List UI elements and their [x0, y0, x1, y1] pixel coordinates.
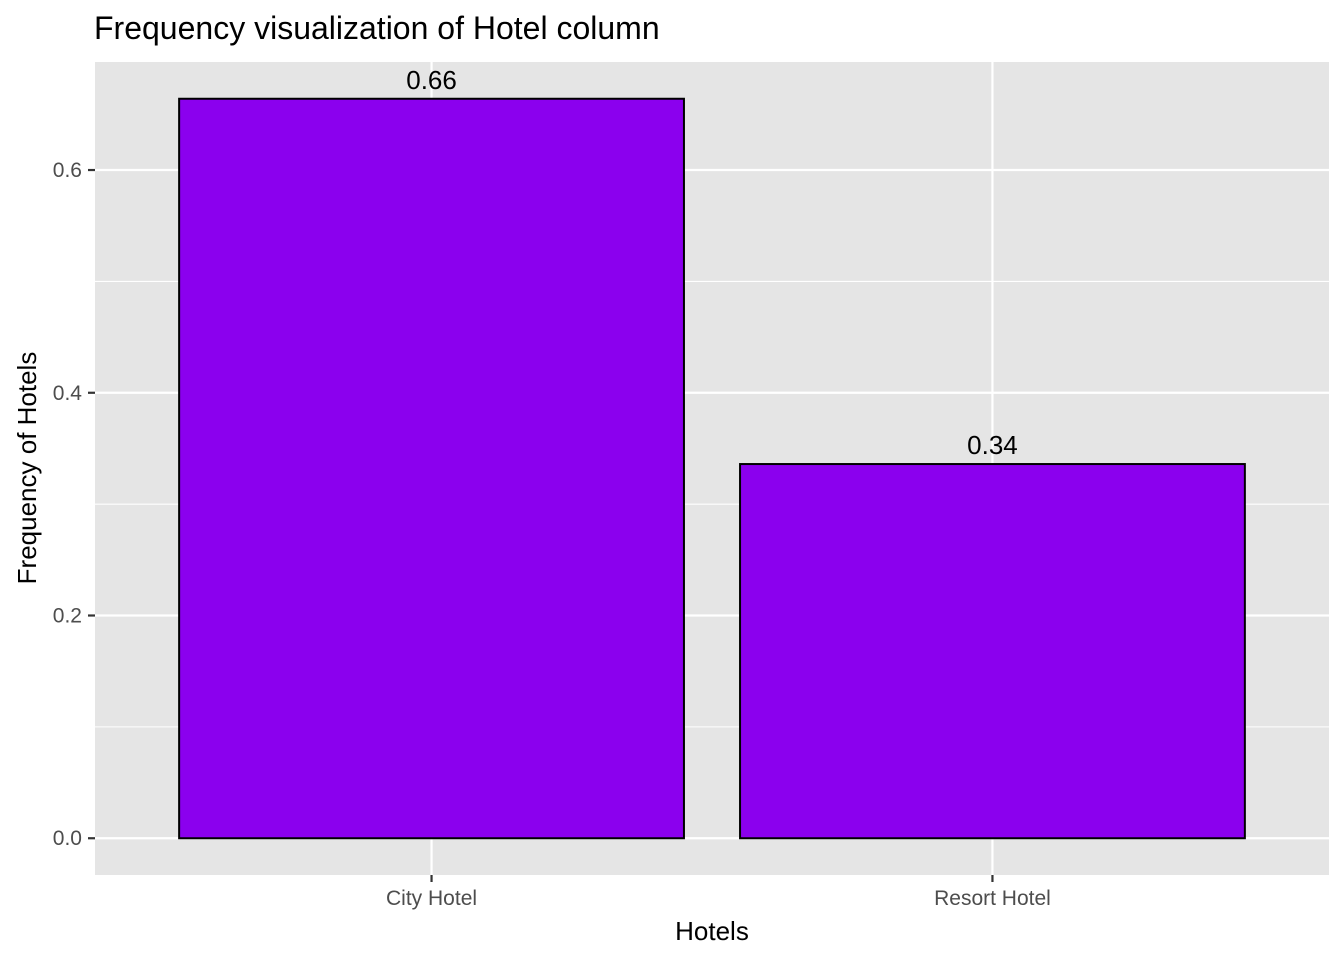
x-axis-title: Hotels: [675, 916, 749, 946]
y-axis: 0.0 0.2 0.4 0.6: [53, 159, 95, 850]
bars: [178, 97, 1246, 840]
chart-title: Frequency visualization of Hotel column: [94, 10, 660, 46]
y-tick-label: 0.4: [53, 382, 83, 405]
x-axis: City Hotel Resort Hotel: [386, 875, 1051, 910]
bar-resort-hotel: [739, 463, 1246, 840]
x-tick-label: Resort Hotel: [934, 887, 1051, 910]
data-labels: 0.66 0.34: [406, 65, 1018, 460]
data-label: 0.66: [406, 65, 457, 95]
data-label: 0.34: [967, 430, 1018, 460]
y-axis-title: Frequency of Hotels: [12, 352, 42, 585]
y-tick-label: 0.0: [53, 827, 82, 850]
x-tick-label: City Hotel: [386, 887, 477, 910]
y-tick-label: 0.2: [53, 605, 82, 628]
bar-city-hotel: [178, 97, 685, 840]
y-tick-label: 0.6: [53, 159, 82, 182]
